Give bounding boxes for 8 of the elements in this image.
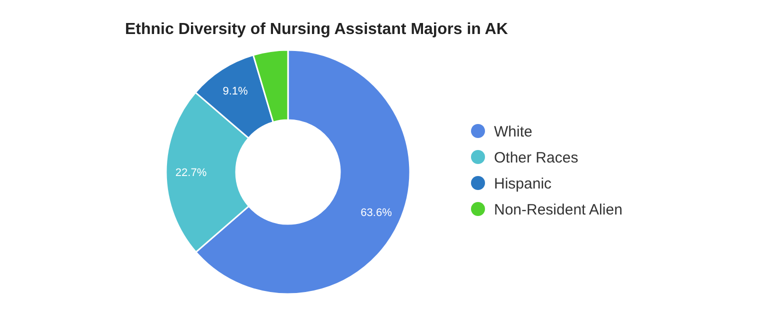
legend-label: Non-Resident Alien <box>494 201 622 218</box>
data-label: 22.7% <box>175 167 207 180</box>
chart-title: Ethnic Diversity of Nursing Assistant Majors in AK <box>125 21 508 38</box>
legend-label: White <box>494 123 532 140</box>
data-label: 63.6% <box>360 207 392 220</box>
legend-label: Hispanic <box>494 175 552 192</box>
legend-label: Other Races <box>494 149 578 166</box>
data-label: 9.1% <box>222 85 248 98</box>
